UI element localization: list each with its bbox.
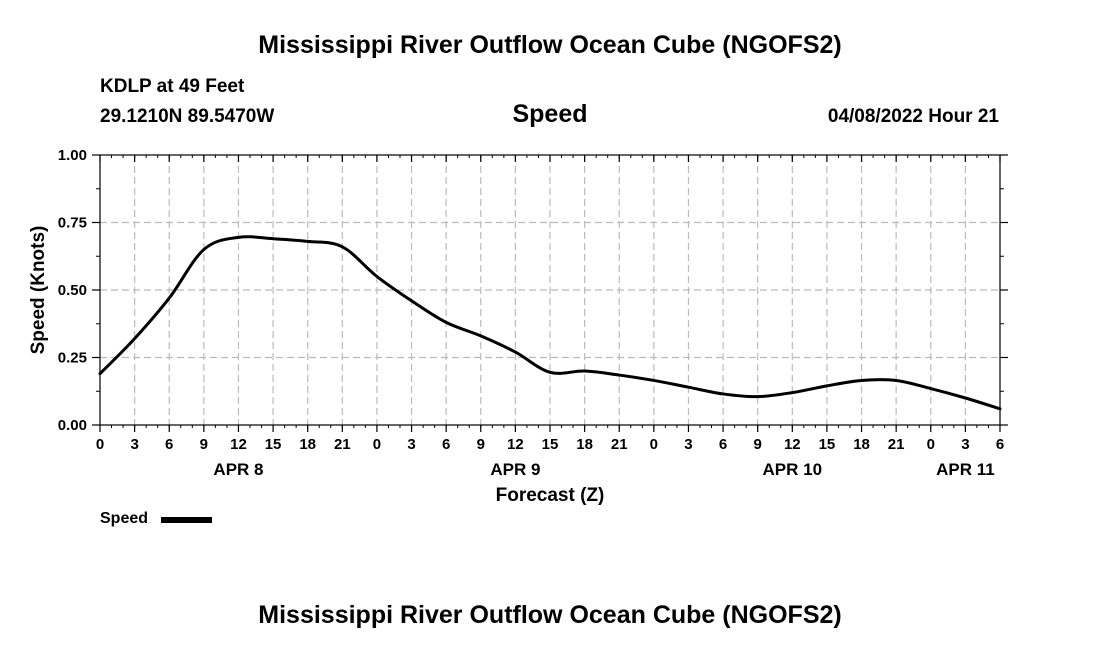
day-label: APR 8 bbox=[213, 460, 263, 479]
day-label: APR 10 bbox=[763, 460, 823, 479]
y-tick-label: 1.00 bbox=[58, 147, 87, 164]
y-tick-label: 0.25 bbox=[58, 350, 87, 367]
plot-frame bbox=[99, 154, 1001, 426]
day-labels: APR 8 APR 9 APR 10 APR 11 bbox=[213, 460, 994, 479]
y-tick-label: 0.75 bbox=[58, 215, 87, 232]
x-tick-label: 3 bbox=[130, 436, 138, 453]
x-axis-title: Forecast (Z) bbox=[496, 485, 605, 506]
x-tick-label: 15 bbox=[542, 436, 559, 453]
chart-footer-title: Mississippi River Outflow Ocean Cube (NG… bbox=[258, 601, 842, 629]
x-tick-label: 21 bbox=[334, 436, 351, 453]
x-tick-label: 21 bbox=[888, 436, 905, 453]
station-coordinates: 29.1210N 89.5470W bbox=[100, 106, 275, 127]
y-tick-label: 0.50 bbox=[58, 282, 87, 299]
x-tick-label: 12 bbox=[507, 436, 524, 453]
x-tick-label: 3 bbox=[407, 436, 415, 453]
x-tick-label: 6 bbox=[719, 436, 727, 453]
x-tick-label: 0 bbox=[927, 436, 935, 453]
x-tick-label: 0 bbox=[650, 436, 658, 453]
day-label: APR 9 bbox=[490, 460, 540, 479]
x-tick-label: 3 bbox=[961, 436, 969, 453]
x-tick-label: 9 bbox=[754, 436, 762, 453]
x-tick-label: 9 bbox=[200, 436, 208, 453]
station-label: KDLP at 49 Feet bbox=[100, 76, 245, 97]
x-tick-label: 15 bbox=[265, 436, 282, 453]
chart-title: Speed bbox=[512, 100, 588, 128]
x-tick-labels: 0 3 6 9 12 15 18 21 0 3 6 9 12 15 18 21 0 3 6 9 12 15 18 21 0 3 6 bbox=[96, 436, 1004, 453]
x-tick-label: 6 bbox=[165, 436, 173, 453]
x-tick-label: 9 bbox=[477, 436, 485, 453]
speed-series-line bbox=[98, 235, 1002, 411]
x-tick-label: 15 bbox=[819, 436, 836, 453]
x-tick-label: 6 bbox=[996, 436, 1004, 453]
x-tick-label: 3 bbox=[684, 436, 692, 453]
x-tick-label: 0 bbox=[96, 436, 104, 453]
x-tick-label: 18 bbox=[853, 436, 870, 453]
x-tick-label: 12 bbox=[784, 436, 801, 453]
x-tick-label: 18 bbox=[576, 436, 593, 453]
x-tick-label: 18 bbox=[299, 436, 316, 453]
x-tick-label: 6 bbox=[442, 436, 450, 453]
forecast-datetime: 04/08/2022 Hour 21 bbox=[827, 106, 999, 127]
y-axis-title: Speed (Knots) bbox=[28, 226, 49, 355]
chart-main-title: Mississippi River Outflow Ocean Cube (NG… bbox=[258, 31, 842, 59]
x-tick-label: 12 bbox=[230, 436, 247, 453]
legend-label: Speed bbox=[100, 510, 149, 527]
x-tick-label: 0 bbox=[373, 436, 381, 453]
legend-swatch bbox=[161, 517, 212, 523]
grid-lines bbox=[100, 155, 1000, 425]
y-tick-label: 0.00 bbox=[58, 417, 87, 434]
y-tick-labels: 0.00 0.25 0.50 0.75 1.00 bbox=[58, 147, 87, 434]
day-label: APR 11 bbox=[936, 460, 995, 479]
x-tick-label: 21 bbox=[611, 436, 628, 453]
